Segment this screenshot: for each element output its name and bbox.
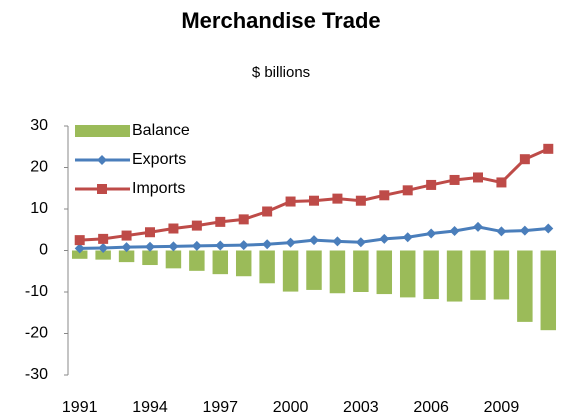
- marker: [238, 240, 249, 251]
- marker: [74, 243, 85, 254]
- bar: [306, 250, 322, 290]
- y-tick-label: 10: [30, 200, 48, 217]
- bar: [189, 250, 205, 271]
- marker: [285, 196, 296, 207]
- bar: [329, 250, 346, 294]
- bar: [470, 250, 486, 300]
- marker: [262, 206, 273, 217]
- bar: [399, 250, 416, 298]
- marker: [215, 240, 226, 251]
- marker: [379, 190, 390, 201]
- marker: [168, 241, 179, 252]
- x-tick-label: 2009: [484, 399, 520, 416]
- y-tick-label: -20: [25, 325, 48, 342]
- marker: [74, 235, 85, 246]
- marker: [97, 184, 107, 194]
- marker: [402, 185, 413, 196]
- marker: [449, 174, 460, 185]
- marker: [426, 228, 437, 239]
- marker: [543, 223, 554, 234]
- bar: [95, 250, 111, 260]
- bar: [235, 250, 252, 277]
- legend-label: Imports: [132, 180, 185, 197]
- y-tick-label: 0: [39, 242, 48, 259]
- marker: [121, 230, 132, 241]
- x-tick-label: 1994: [132, 399, 168, 416]
- marker: [191, 220, 202, 231]
- bar: [446, 250, 463, 302]
- marker: [98, 233, 109, 244]
- bar: [517, 250, 533, 322]
- x-tick-label: 1991: [62, 399, 98, 416]
- marker: [215, 216, 226, 227]
- y-tick-label: -10: [25, 283, 48, 300]
- bar: [423, 250, 439, 300]
- bar: [212, 250, 229, 275]
- marker: [238, 214, 249, 225]
- bar: [540, 250, 557, 331]
- marker: [402, 232, 413, 243]
- marker: [332, 193, 343, 204]
- marker: [519, 154, 530, 165]
- bar: [71, 250, 88, 259]
- bar: [376, 250, 393, 295]
- marker: [121, 242, 132, 253]
- bar: [142, 250, 158, 266]
- marker: [262, 239, 273, 250]
- marker: [191, 240, 202, 251]
- marker: [473, 172, 483, 183]
- marker: [145, 227, 155, 238]
- marker: [332, 236, 343, 247]
- marker: [426, 179, 437, 190]
- bar: [282, 250, 299, 292]
- x-tick-label: 2006: [413, 399, 449, 416]
- bar: [353, 250, 369, 292]
- x-tick-label: 2003: [343, 399, 379, 416]
- marker: [519, 225, 530, 236]
- y-tick-label: -30: [25, 366, 48, 383]
- legend-label: Balance: [132, 122, 190, 139]
- x-tick-label: 1997: [202, 399, 238, 416]
- chart-subtitle: $ billions: [252, 64, 310, 81]
- marker: [309, 235, 319, 246]
- marker: [285, 237, 296, 248]
- y-tick-label: 20: [30, 159, 48, 176]
- marker: [543, 143, 554, 154]
- y-tick-label: 30: [30, 117, 48, 134]
- x-tick-label: 2000: [273, 399, 309, 416]
- marker: [98, 243, 109, 254]
- marker: [449, 225, 460, 236]
- marker: [309, 195, 319, 206]
- marker: [355, 237, 366, 248]
- bar: [259, 250, 275, 284]
- marker: [355, 195, 366, 206]
- marker: [145, 241, 155, 252]
- legend-label: Exports: [132, 151, 186, 168]
- marker: [473, 221, 483, 232]
- marker: [496, 177, 507, 188]
- marker: [496, 226, 507, 237]
- bar: [118, 250, 135, 263]
- chart-title: Merchandise Trade: [181, 8, 380, 33]
- marker: [168, 223, 179, 234]
- bar: [165, 250, 182, 269]
- marker: [379, 233, 390, 244]
- marker: [97, 155, 107, 165]
- legend-swatch: [75, 125, 130, 137]
- bar: [493, 250, 510, 300]
